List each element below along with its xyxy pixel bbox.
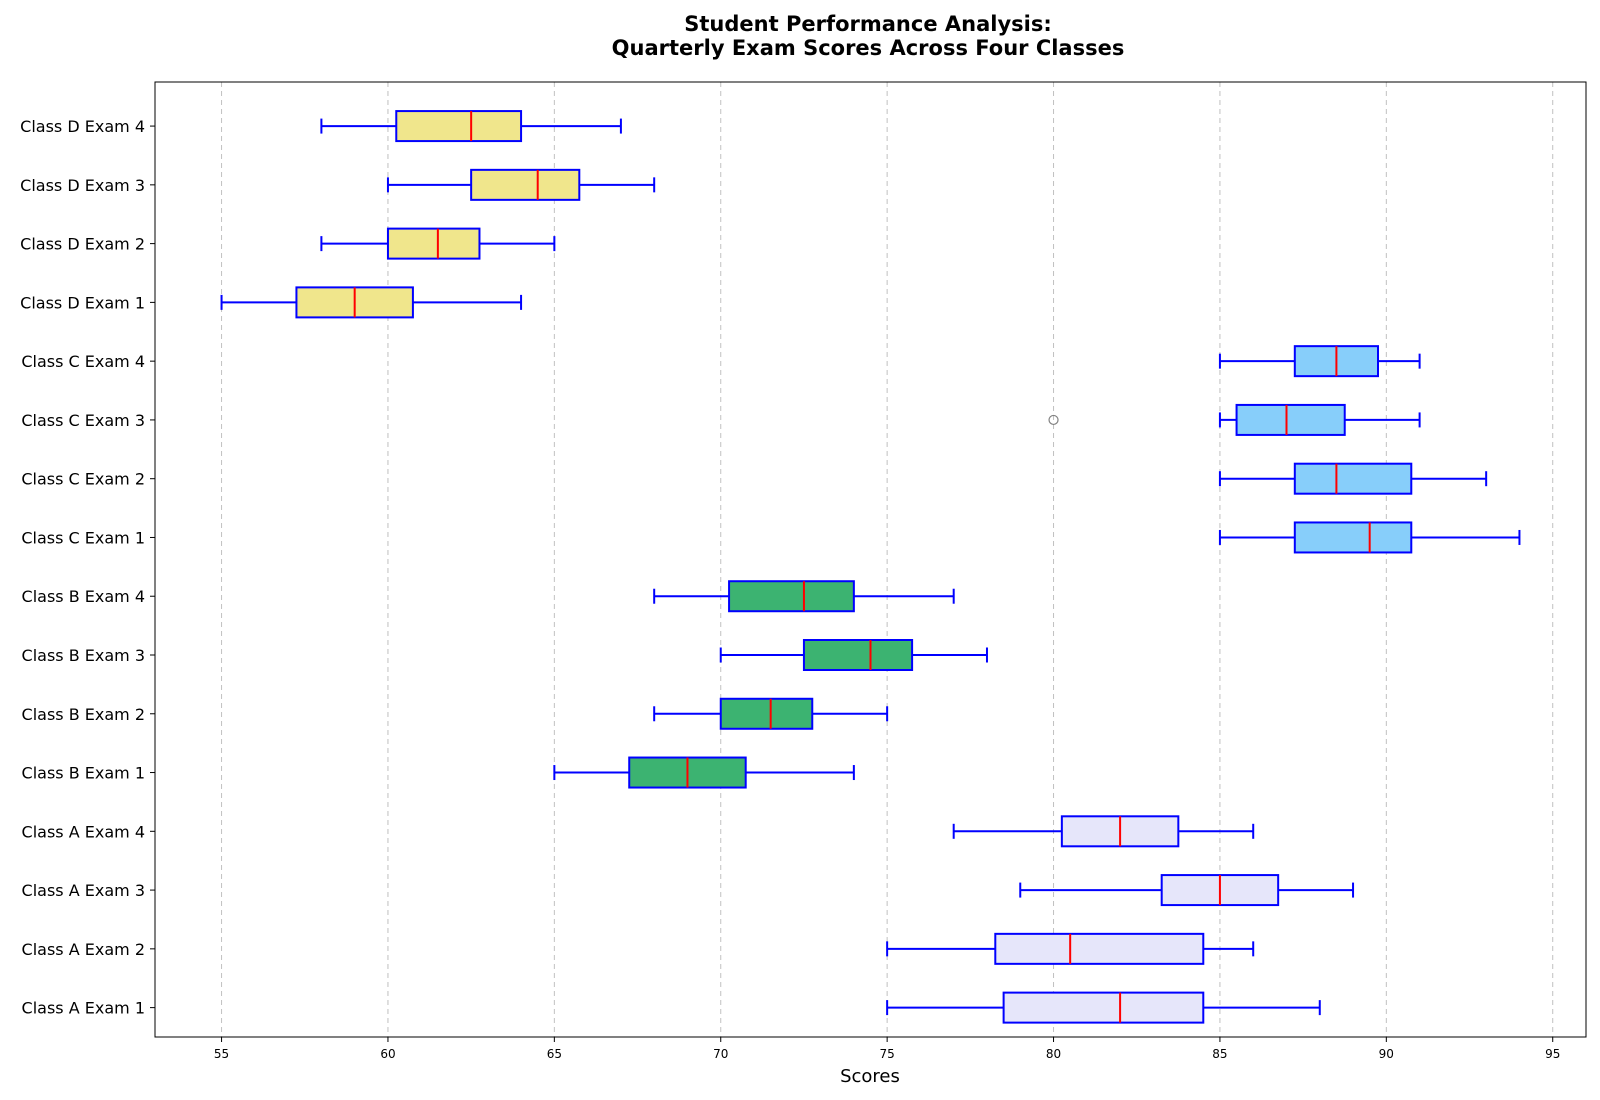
x-tick-label: 65 xyxy=(547,1047,562,1061)
x-tick-label: 80 xyxy=(1046,1047,1061,1061)
chart-title-line-1: Student Performance Analysis: xyxy=(684,12,1051,36)
box-iqr xyxy=(470,168,581,201)
chart-title-line-2: Quarterly Exam Scores Across Four Classe… xyxy=(612,36,1125,60)
box-plot xyxy=(1048,403,1421,436)
box-iqr xyxy=(1002,991,1205,1024)
box-plot xyxy=(320,227,556,260)
box-plot xyxy=(886,932,1255,965)
y-tick-label: Class B Exam 4 xyxy=(22,587,145,606)
box-plot xyxy=(653,580,955,613)
y-tick-label: Class D Exam 1 xyxy=(20,293,145,312)
y-tick-label: Class C Exam 2 xyxy=(21,470,145,489)
box-plot xyxy=(653,697,889,730)
y-tick-label: Class A Exam 4 xyxy=(22,822,145,841)
box-iqr xyxy=(1235,403,1346,436)
x-tick-label: 95 xyxy=(1545,1047,1560,1061)
y-tick-label: Class C Exam 4 xyxy=(21,352,145,371)
box-iqr xyxy=(386,227,481,260)
box-plot xyxy=(952,815,1255,848)
x-tick-label: 60 xyxy=(380,1047,395,1061)
box-iqr xyxy=(994,932,1205,965)
y-tick-label: Class D Exam 3 xyxy=(20,176,145,195)
x-tick-label: 70 xyxy=(713,1047,728,1061)
box-plot xyxy=(553,756,855,789)
xtick-layer: 55 60 65 70 75 80 85 90 95 xyxy=(214,1037,1560,1061)
y-tick-label: Class B Exam 1 xyxy=(22,764,145,783)
y-tick-label: Class A Exam 1 xyxy=(22,999,145,1018)
box-iqr xyxy=(728,580,855,613)
box-iqr xyxy=(1293,462,1413,495)
box-plot xyxy=(719,639,988,671)
box-iqr xyxy=(719,697,814,730)
ytick-layer: Class A Exam 1 Class A Exam 2 Class A Exam… xyxy=(20,117,155,1018)
y-tick-label: Class C Exam 3 xyxy=(21,411,145,430)
box-plot xyxy=(1218,345,1421,378)
y-tick-label: Class A Exam 3 xyxy=(22,881,145,900)
box-plot xyxy=(1218,521,1521,554)
y-tick-label: Class D Exam 4 xyxy=(20,117,145,136)
box-plot xyxy=(386,168,656,201)
x-tick-label: 75 xyxy=(879,1047,894,1061)
box-iqr xyxy=(1293,521,1413,554)
y-tick-label: Class A Exam 2 xyxy=(22,940,145,959)
plot-frame xyxy=(154,81,1587,1038)
y-tick-label: Class C Exam 1 xyxy=(21,528,145,547)
box-plot xyxy=(1019,874,1355,907)
y-tick-label: Class B Exam 3 xyxy=(22,646,145,665)
y-tick-label: Class D Exam 2 xyxy=(20,235,145,254)
outlier-point xyxy=(1048,414,1059,426)
box-layer xyxy=(220,110,1521,1024)
box-plot xyxy=(220,286,523,319)
x-axis-label: Scores xyxy=(840,1066,900,1087)
x-tick-label: 90 xyxy=(1379,1047,1394,1061)
box-plot xyxy=(320,110,622,143)
x-tick-label: 55 xyxy=(214,1047,229,1061)
x-tick-label: 85 xyxy=(1212,1047,1227,1061)
y-tick-label: Class B Exam 2 xyxy=(22,705,145,724)
box-plot xyxy=(1218,462,1488,495)
box-plot xyxy=(886,991,1321,1024)
box-iqr xyxy=(802,639,914,671)
box-iqr xyxy=(395,110,523,143)
